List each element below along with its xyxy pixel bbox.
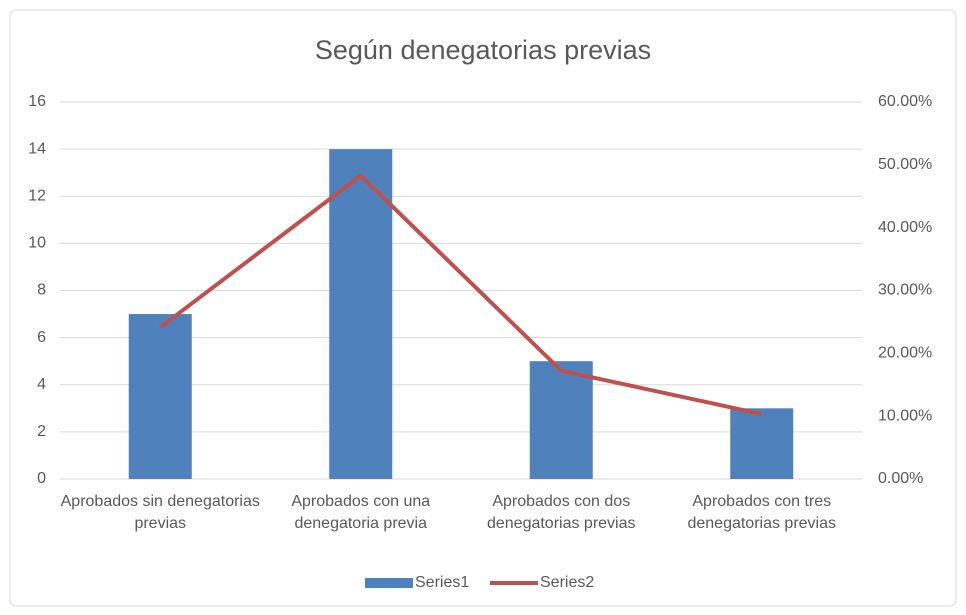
y2-tick-label: 20.00% [878,345,932,362]
legend-label: Series1 [415,574,469,591]
x-tick-label-box: Aprobados con dos denegatorias previas [486,493,636,532]
x-tick-label: Aprobados con tres denegatorias previas [687,493,837,532]
x-tick-label: Aprobados con una denegatoria previa [291,493,431,532]
y2-tick-label: 60.00% [878,93,932,110]
bar [529,361,593,479]
y-tick-label: 2 [37,423,46,440]
y-tick-label: 14 [28,140,46,157]
line [159,173,763,416]
y2-tick-label: 50.00% [878,156,932,173]
chart-frame [9,9,957,607]
bar [128,314,192,479]
bar [730,408,794,479]
y-tick-label: 8 [37,282,46,299]
x-tick-label: Aprobados sin denegatorias previas [60,493,260,532]
y-tick-label: 10 [28,235,46,252]
legend-marker [365,578,413,588]
legend-label: Series2 [540,574,594,591]
y-tick-label: 4 [37,376,46,393]
y2-tick-label: 40.00% [878,219,932,236]
x-tick-label-box: Aprobados sin denegatorias previas [60,493,260,532]
x-tick-label: Aprobados con dos denegatorias previas [486,493,636,532]
x-tick-label-box: Aprobados con tres denegatorias previas [687,493,837,532]
y-tick-label: 12 [28,187,46,204]
y-tick-label: 0 [37,470,46,487]
y2-tick-label: 10.00% [878,407,932,424]
y2-tick-label: 30.00% [878,282,932,299]
x-tick-label-box: Aprobados con una denegatoria previa [291,493,431,532]
y-tick-label: 6 [37,329,46,346]
y-tick-label: 16 [28,93,46,110]
bar [329,149,393,479]
y2-tick-label: 0.00% [878,470,923,487]
chart-title: Según denegatorias previas [315,35,651,65]
